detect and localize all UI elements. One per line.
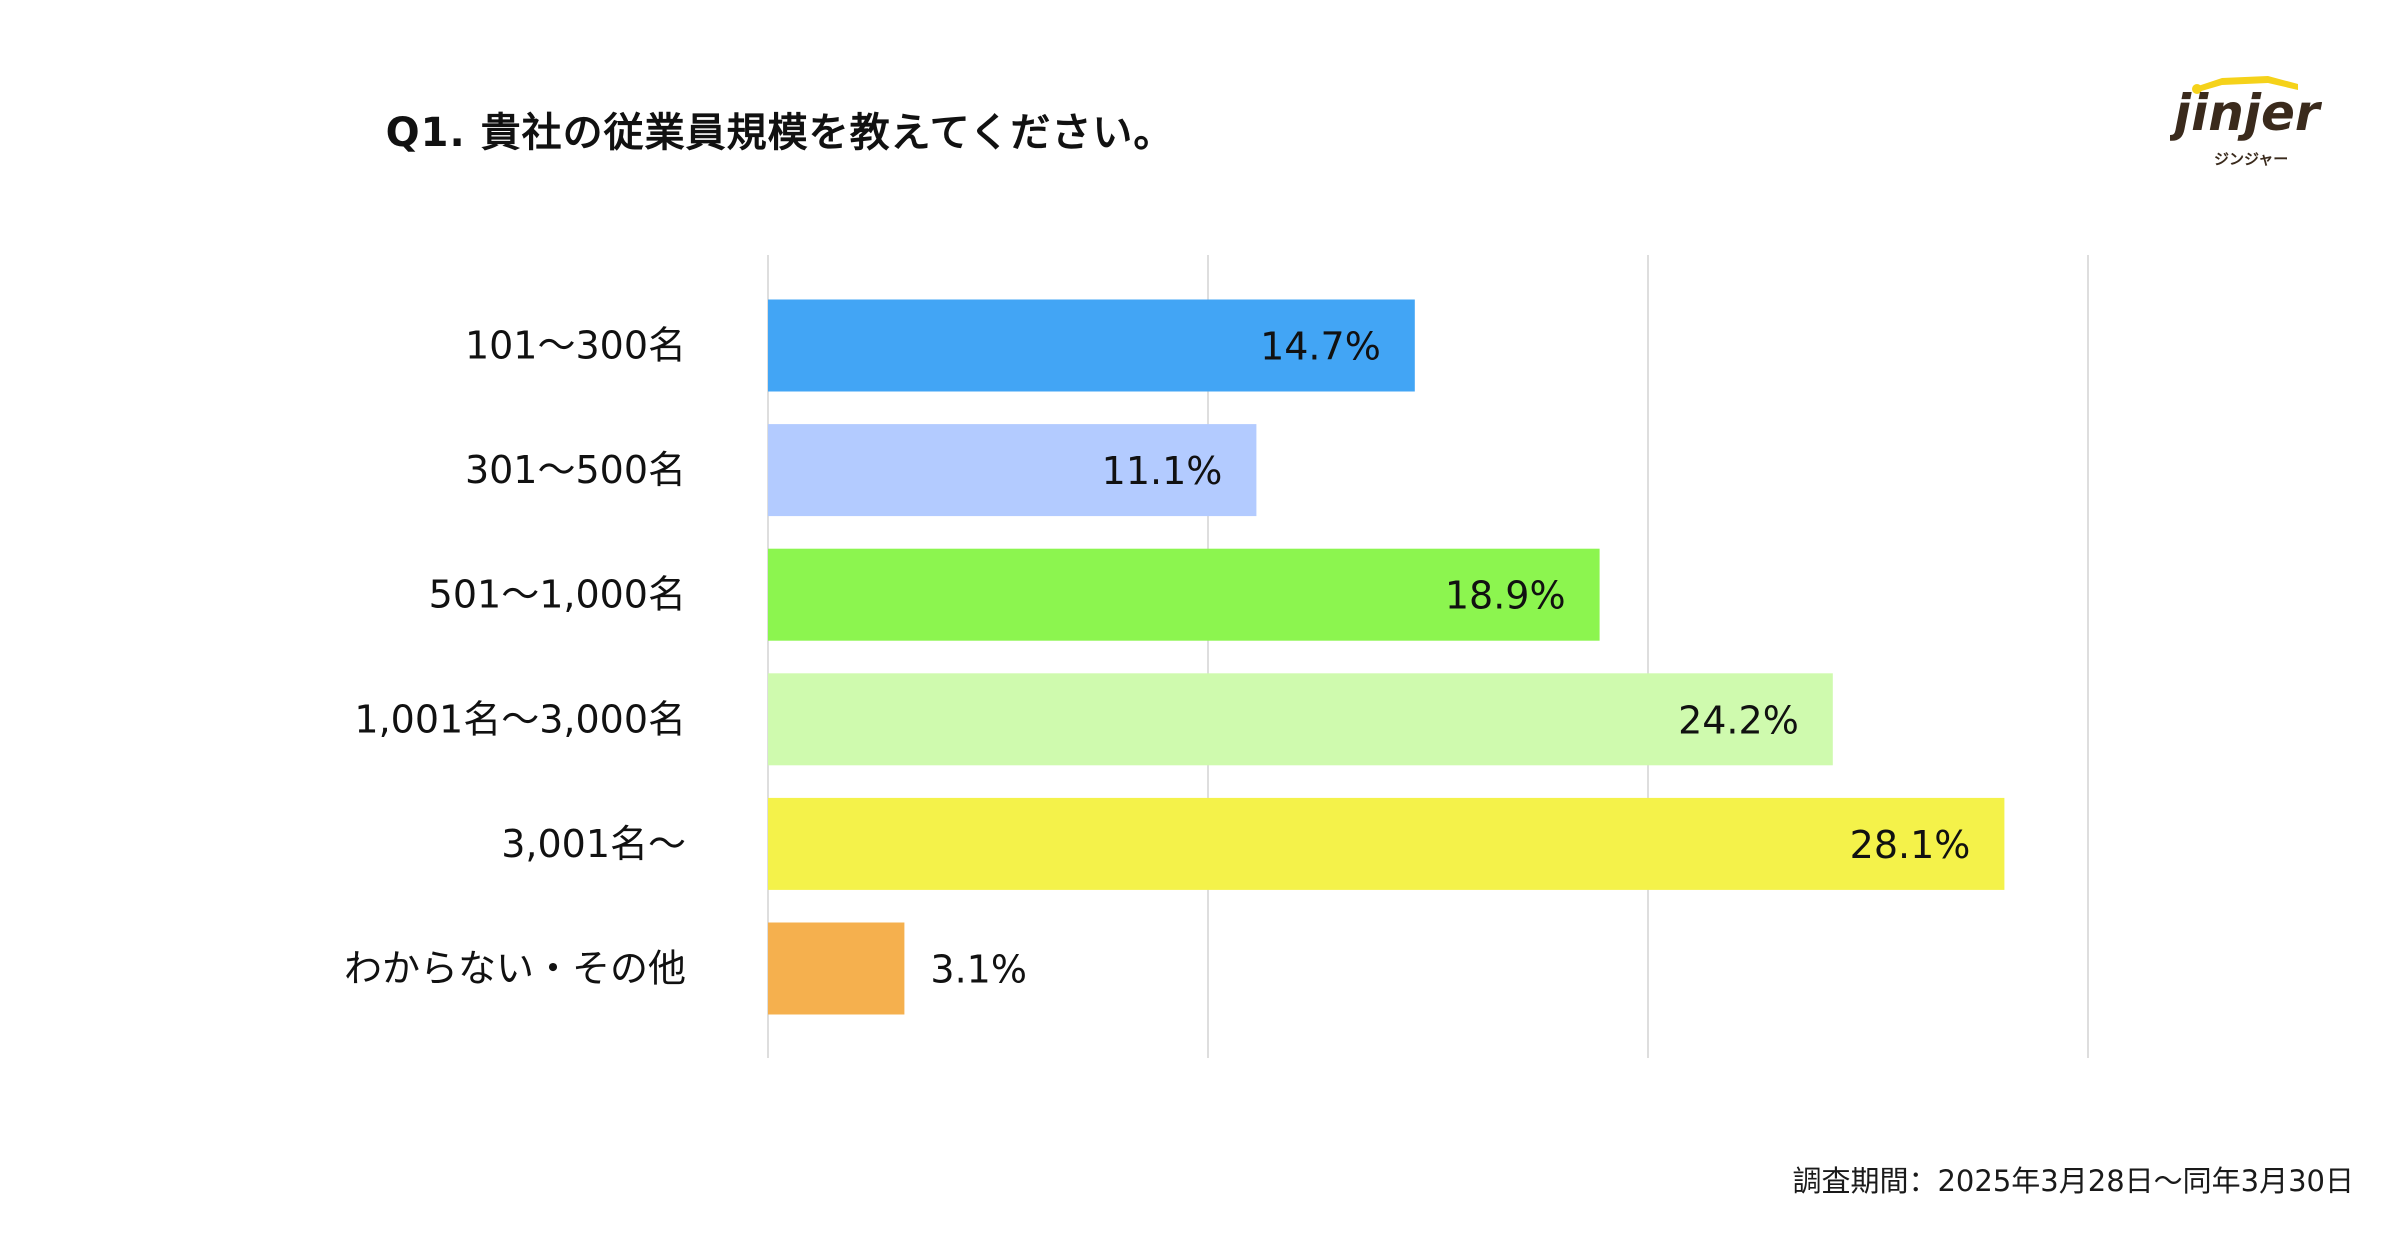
data-label: 18.9% [1445, 574, 1566, 618]
bar [768, 797, 2005, 890]
data-label: 11.1% [1102, 449, 1223, 493]
bar [768, 299, 1415, 392]
logo-roof-icon [2198, 76, 2298, 92]
category-label: わからない・その他 [344, 947, 686, 991]
category-label: 301〜500名 [465, 448, 686, 492]
data-label: 24.2% [1678, 698, 1799, 742]
data-label: 14.7% [1260, 325, 1381, 369]
chart-title: Q1. 貴社の従業員規模を教えてください。 [385, 110, 1175, 156]
jinjer-logo: jinjer ジンジャー [2170, 76, 2323, 168]
bar [768, 922, 905, 1015]
data-label: 3.1% [930, 948, 1027, 992]
logo-wordmark: jinjer [2170, 84, 2323, 142]
category-label: 501〜1,000名 [429, 573, 686, 617]
bar [768, 548, 1600, 641]
category-label: 101〜300名 [465, 324, 686, 368]
bar [768, 673, 1833, 766]
category-label: 3,001名〜 [501, 822, 686, 866]
bar [768, 424, 1257, 517]
logo-subtext: ジンジャー [2214, 150, 2288, 168]
data-label: 28.1% [1850, 823, 1971, 867]
logo-dot-icon [2192, 84, 2202, 94]
survey-period: 調査期間：2025年3月28日〜同年3月30日 [1792, 1164, 2354, 1198]
category-label: 1,001名〜3,000名 [354, 697, 686, 741]
